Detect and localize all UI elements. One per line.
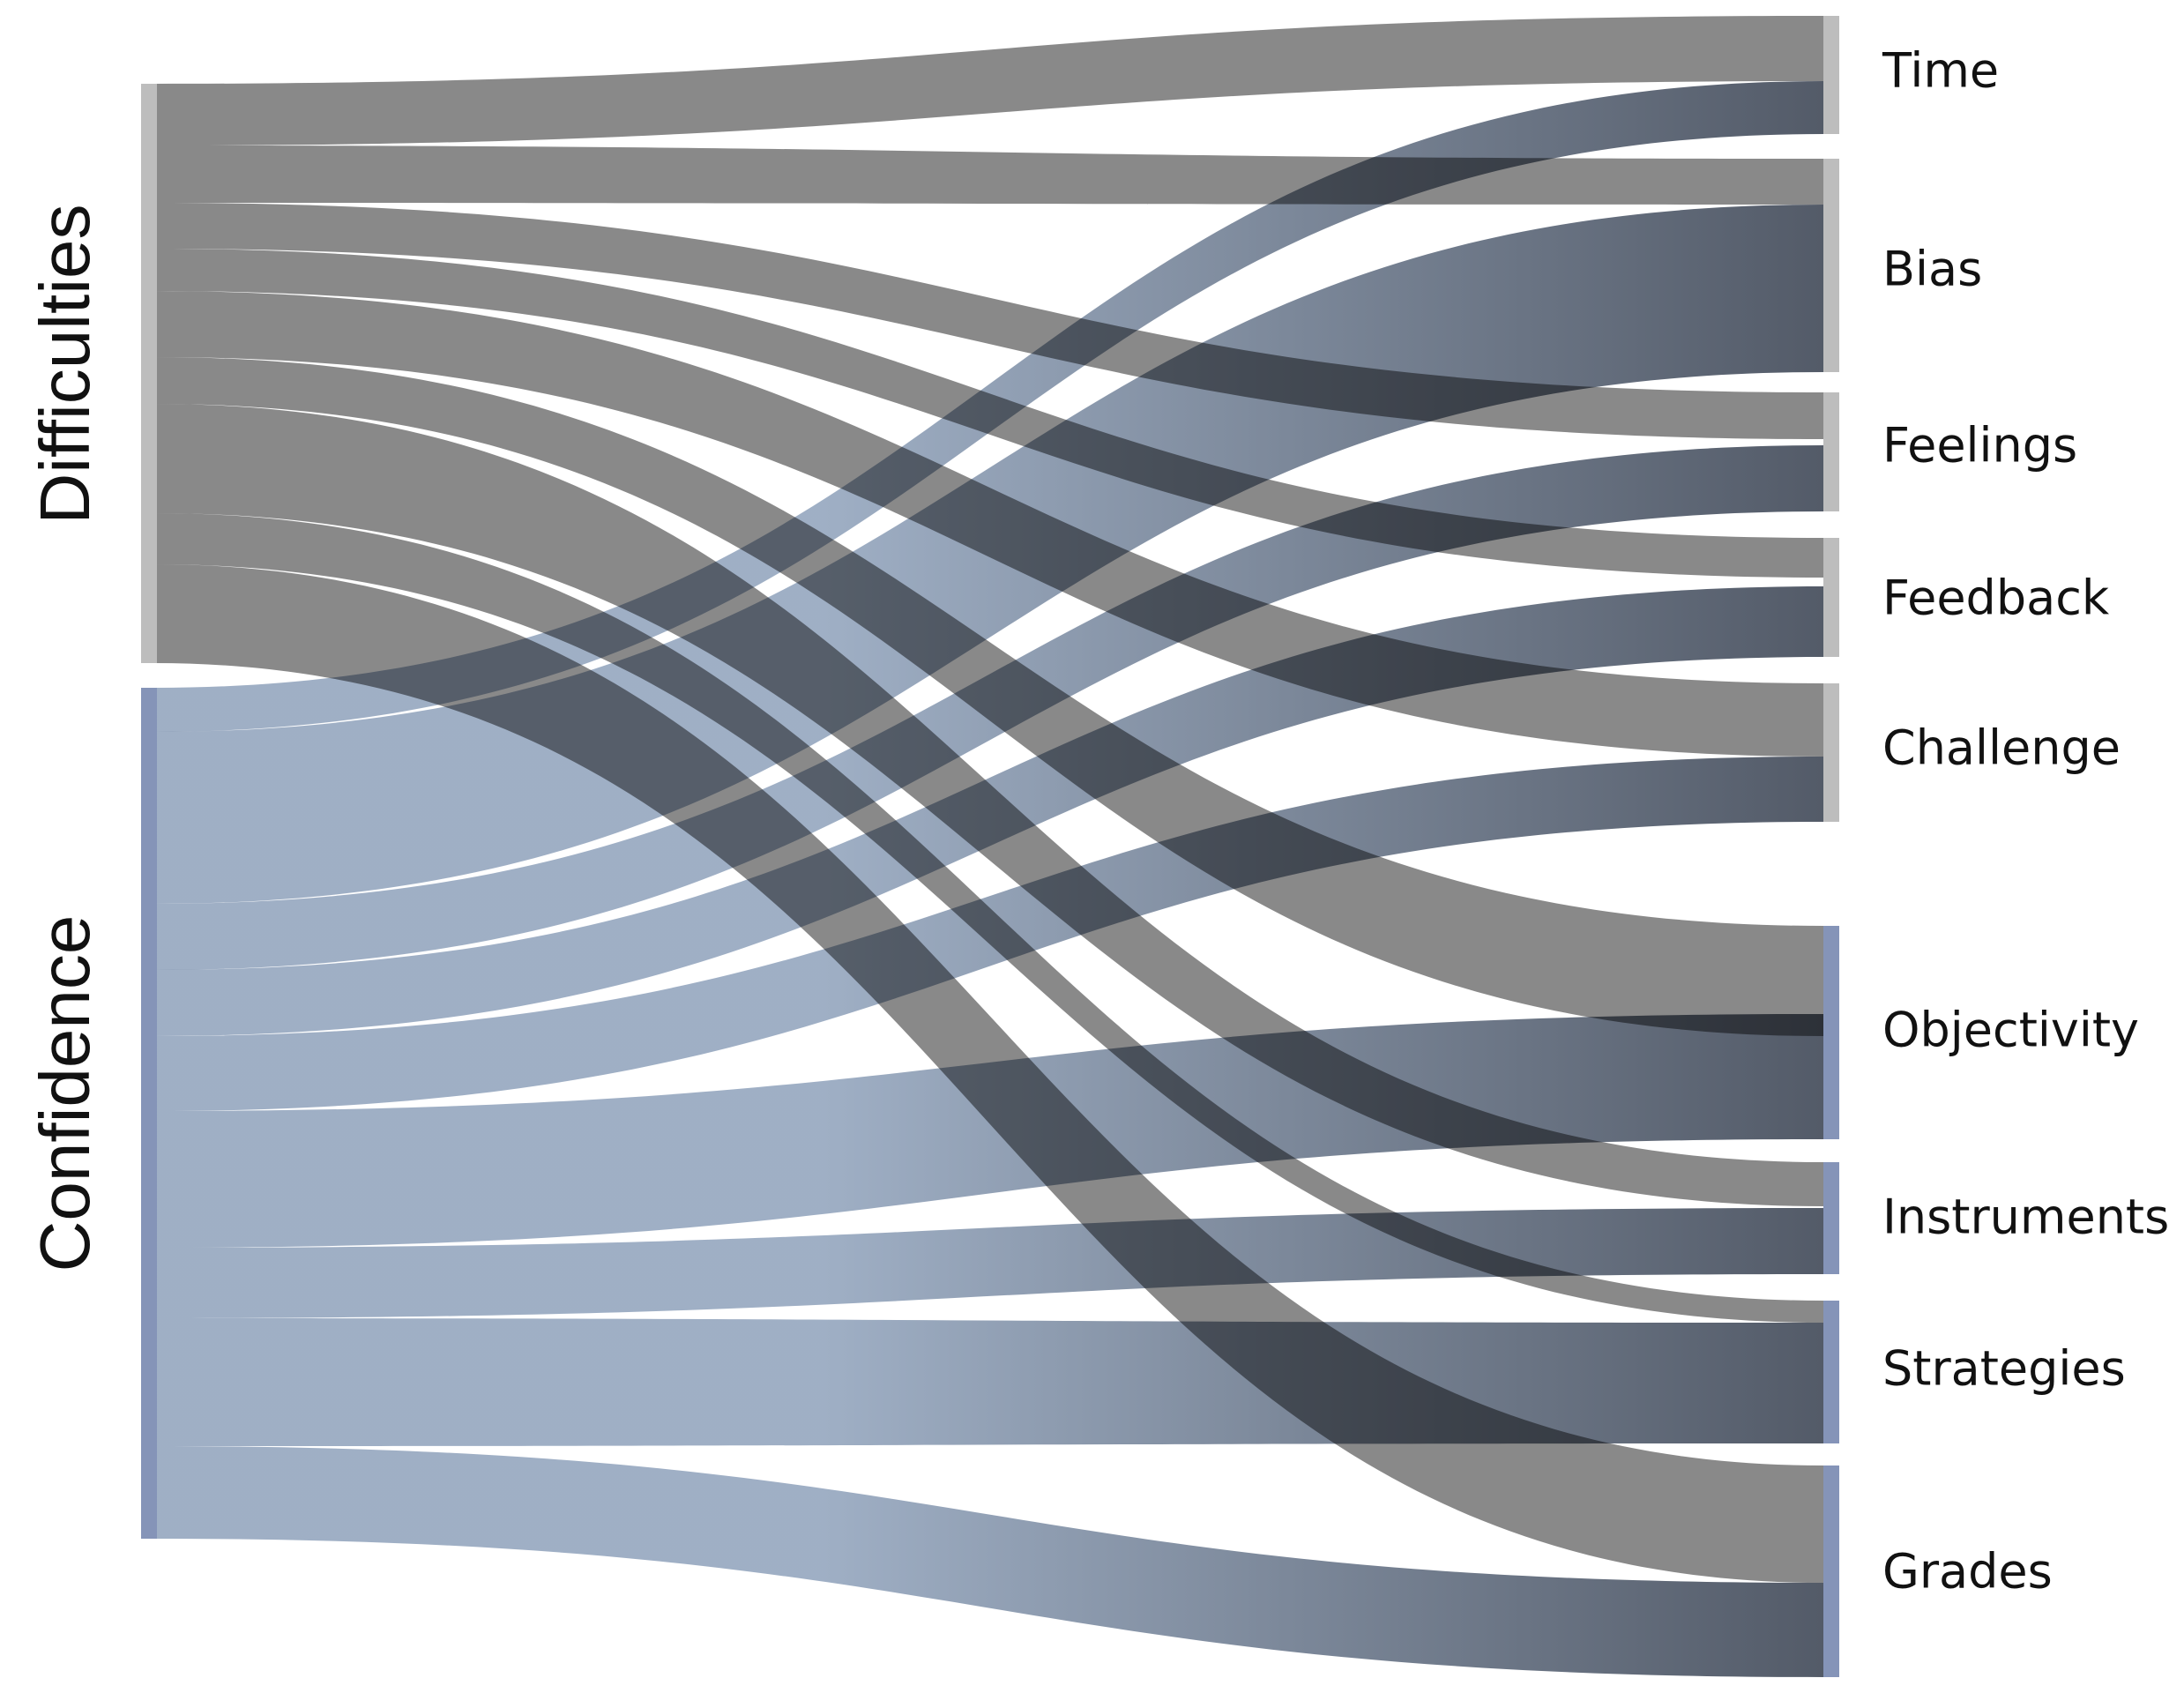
target-node-feedback [1823, 538, 1839, 657]
flow-confidence-to-feedback [154, 586, 1823, 1036]
target-node-grades [1823, 1466, 1839, 1677]
flow-confidence-to-instruments [154, 1208, 1823, 1318]
target-node-objectivity [1823, 926, 1839, 1139]
target-node-strategies [1823, 1301, 1839, 1443]
target-node-feelings [1823, 392, 1839, 511]
target-label-challenge: Challenge [1882, 720, 2121, 776]
target-label-feelings: Feelings [1882, 417, 2078, 474]
target-label-feedback: Feedback [1882, 570, 2110, 626]
flow-confidence-to-objectivity [154, 1014, 1823, 1248]
target-node-bias [1823, 159, 1839, 372]
source-node-confidence [141, 688, 157, 1539]
target-node-instruments [1823, 1162, 1839, 1274]
target-node-time [1823, 16, 1839, 134]
target-node-challenge [1823, 683, 1839, 822]
target-label-instruments: Instruments [1882, 1189, 2170, 1245]
flow-confidence-to-time [154, 81, 1823, 732]
target-label-bias: Bias [1882, 241, 1983, 297]
source-label-confidence: Confidence [26, 914, 104, 1272]
nodes-layer [141, 16, 1839, 1677]
flow-confidence-to-bias [154, 205, 1823, 904]
flow-confidence-to-grades [154, 1446, 1823, 1677]
target-label-grades: Grades [1882, 1543, 2053, 1600]
flow-difficulties-to-time [154, 16, 1823, 145]
source-label-difficulties: Difficulties [26, 204, 104, 525]
flow-confidence-to-challenge [154, 757, 1823, 1111]
source-node-difficulties [141, 84, 157, 663]
target-label-objectivity: Objectivity [1882, 1002, 2139, 1058]
target-label-time: Time [1882, 42, 2000, 99]
target-label-strategies: Strategies [1882, 1340, 2126, 1397]
flows-layer [154, 16, 1823, 1677]
flow-confidence-to-feelings [154, 445, 1823, 970]
flow-confidence-to-strategies [154, 1318, 1823, 1446]
